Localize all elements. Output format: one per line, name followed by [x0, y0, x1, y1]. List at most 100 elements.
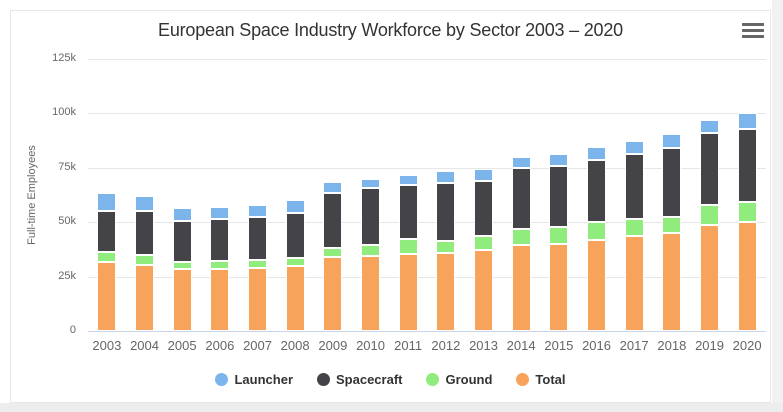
x-axis-tick-label: 2008 — [280, 338, 310, 353]
legend-item-launcher[interactable]: Launcher — [215, 372, 293, 387]
bar-segment-ground-2005[interactable] — [172, 262, 192, 269]
bar-segment-spacecraft-2018[interactable] — [662, 148, 682, 217]
bar-segment-ground-2010[interactable] — [361, 245, 380, 256]
bar-segment-total-2003[interactable] — [97, 262, 117, 331]
bar-segment-launcher-2010[interactable] — [361, 179, 380, 188]
x-axis-tick-label: 2010 — [356, 338, 385, 353]
bar-segment-total-2013[interactable] — [474, 250, 493, 331]
bar-segment-ground-2019[interactable] — [700, 205, 719, 225]
bar-segment-total-2006[interactable] — [210, 269, 230, 331]
y-axis-title: Full-time Employees — [26, 145, 38, 245]
bar-segment-launcher-2008[interactable] — [285, 200, 305, 213]
bar-segment-spacecraft-2005[interactable] — [172, 221, 192, 262]
bar-segment-launcher-2015[interactable] — [549, 154, 569, 166]
x-axis-tick-label: 2004 — [130, 338, 159, 353]
bar-segment-launcher-2019[interactable] — [700, 120, 719, 133]
legend-label: Ground — [445, 372, 493, 387]
bar-segment-ground-2018[interactable] — [662, 217, 682, 233]
bar-segment-total-2012[interactable] — [436, 253, 456, 331]
bar-segment-spacecraft-2009[interactable] — [323, 193, 343, 248]
context-menu-button[interactable] — [741, 21, 765, 41]
bar-segment-launcher-2005[interactable] — [172, 208, 192, 221]
bar-segment-spacecraft-2016[interactable] — [587, 160, 606, 222]
bar-segment-total-2008[interactable] — [285, 266, 305, 331]
bar-segment-launcher-2020[interactable] — [737, 113, 757, 129]
bar-segment-spacecraft-2008[interactable] — [285, 213, 305, 258]
legend-marker-icon — [426, 373, 440, 386]
legend-label: Spacecraft — [336, 372, 403, 387]
bar-segment-launcher-2014[interactable] — [511, 157, 531, 168]
bar-segment-launcher-2017[interactable] — [624, 141, 644, 154]
bar-segment-ground-2004[interactable] — [135, 255, 154, 265]
bar-segment-ground-2007[interactable] — [248, 260, 267, 268]
bar-segment-total-2005[interactable] — [172, 269, 192, 331]
bar-segment-spacecraft-2006[interactable] — [210, 219, 230, 261]
bar-segment-spacecraft-2003[interactable] — [97, 211, 117, 252]
bar-segment-launcher-2013[interactable] — [474, 169, 493, 181]
x-axis-tick-label: 2020 — [732, 338, 762, 353]
bar-segment-launcher-2006[interactable] — [210, 207, 230, 219]
bar-segment-spacecraft-2014[interactable] — [511, 168, 531, 229]
bar-segment-ground-2006[interactable] — [210, 261, 230, 269]
bar-segment-spacecraft-2017[interactable] — [624, 154, 644, 219]
bar-segment-spacecraft-2019[interactable] — [700, 133, 719, 205]
bar-segment-launcher-2018[interactable] — [662, 134, 682, 148]
bar-segment-ground-2016[interactable] — [587, 222, 606, 240]
x-axis-tick-label: 2006 — [205, 338, 235, 353]
bar-segment-total-2016[interactable] — [587, 240, 606, 331]
bar-segment-launcher-2003[interactable] — [97, 193, 117, 211]
gridline — [88, 167, 766, 169]
bar-segment-total-2017[interactable] — [624, 236, 644, 331]
bar-segment-ground-2013[interactable] — [474, 236, 493, 250]
x-axis-line — [88, 331, 766, 332]
chart-title: European Space Industry Workforce by Sec… — [158, 20, 623, 40]
bar-segment-ground-2011[interactable] — [398, 239, 418, 254]
legend-item-ground[interactable]: Ground — [426, 372, 492, 387]
bar-segment-total-2004[interactable] — [135, 265, 154, 331]
bar-segment-launcher-2007[interactable] — [248, 205, 267, 217]
bar-segment-spacecraft-2013[interactable] — [474, 181, 493, 236]
bar-segment-launcher-2016[interactable] — [587, 147, 606, 160]
y-axis-tick-label: 25k — [58, 269, 76, 282]
gridline — [88, 59, 766, 60]
bar-segment-ground-2017[interactable] — [624, 219, 644, 236]
bar-segment-ground-2020[interactable] — [737, 202, 757, 222]
legend-item-spacecraft[interactable]: Spacecraft — [317, 372, 402, 387]
x-axis-tick-label: 2012 — [431, 338, 461, 353]
bar-segment-spacecraft-2010[interactable] — [361, 188, 380, 245]
bar-segment-total-2009[interactable] — [323, 257, 343, 331]
bar-segment-ground-2012[interactable] — [436, 241, 456, 253]
bar-segment-spacecraft-2011[interactable] — [398, 185, 418, 239]
bar-segment-spacecraft-2004[interactable] — [135, 211, 154, 255]
y-axis-tick-label: 50k — [58, 215, 76, 228]
bar-segment-launcher-2012[interactable] — [436, 171, 456, 183]
legend-item-total[interactable]: Total — [516, 372, 566, 387]
bar-segment-total-2015[interactable] — [549, 244, 569, 331]
bar-segment-total-2019[interactable] — [700, 225, 719, 331]
bar-segment-total-2020[interactable] — [737, 222, 757, 331]
bar-segment-total-2014[interactable] — [511, 245, 531, 331]
bar-segment-ground-2003[interactable] — [97, 252, 117, 262]
bar-segment-ground-2009[interactable] — [323, 248, 343, 257]
x-axis-tick-label: 2005 — [167, 338, 197, 353]
bar-segment-ground-2014[interactable] — [511, 229, 531, 245]
legend-marker-icon — [317, 373, 330, 386]
bar-segment-total-2010[interactable] — [361, 256, 380, 331]
bar-segment-ground-2008[interactable] — [285, 258, 305, 266]
bar-segment-total-2018[interactable] — [662, 233, 682, 331]
bar-segment-launcher-2011[interactable] — [398, 175, 418, 185]
bar-segment-spacecraft-2020[interactable] — [737, 129, 757, 202]
bar-segment-spacecraft-2007[interactable] — [248, 217, 267, 260]
x-axis-tick-label: 2014 — [506, 338, 536, 353]
bar-segment-launcher-2004[interactable] — [135, 196, 154, 211]
bar-segment-spacecraft-2015[interactable] — [549, 166, 569, 227]
x-axis-tick-label: 2003 — [92, 338, 122, 353]
bar-segment-spacecraft-2012[interactable] — [436, 183, 456, 241]
x-axis-tick-label: 2007 — [243, 338, 272, 353]
bar-segment-total-2011[interactable] — [398, 254, 418, 331]
x-axis-tick-label: 2015 — [544, 338, 574, 353]
bar-segment-launcher-2009[interactable] — [323, 182, 343, 193]
bar-segment-ground-2015[interactable] — [549, 227, 569, 244]
bar-segment-total-2007[interactable] — [248, 268, 267, 331]
